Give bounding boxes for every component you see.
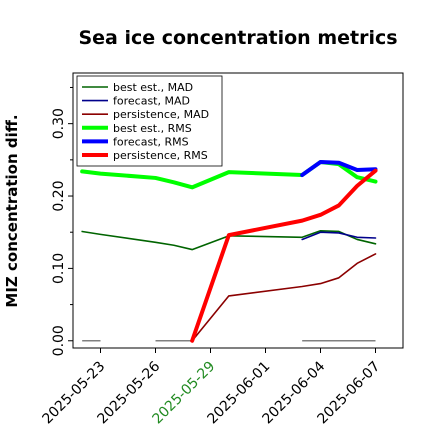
- y-axis-label: MIZ concentration diff.: [3, 114, 21, 307]
- y-tick-label: 0.10: [51, 253, 67, 284]
- series-line-forecast-mad: [301, 231, 377, 241]
- plot-frame: [72, 72, 404, 349]
- legend-label: best est., MAD: [113, 81, 193, 94]
- series-line-forecast-rms: [300, 160, 378, 178]
- legend-box: [76, 75, 223, 167]
- chart-title: Sea ice concentration metrics: [78, 27, 397, 49]
- series-line-persistence-mad: [191, 253, 377, 342]
- plot-area: [80, 160, 378, 343]
- y-tick-label: 0.00: [51, 325, 67, 356]
- y-tick-label: 0.20: [51, 180, 67, 211]
- series-line-persistence-rms: [190, 168, 378, 343]
- series-line-best-est-rms: [80, 160, 378, 190]
- legend-label: persistence, RMS: [113, 149, 208, 162]
- legend-label: best est., RMS: [113, 122, 192, 135]
- y-tick-label: 0.30: [51, 108, 67, 139]
- legend-label: persistence, MAD: [113, 108, 209, 121]
- legend-label: forecast, RMS: [113, 135, 189, 148]
- y-axis: 0.00 0.10 0.20 0.30: [51, 86, 73, 356]
- legend-label: forecast, MAD: [113, 95, 190, 108]
